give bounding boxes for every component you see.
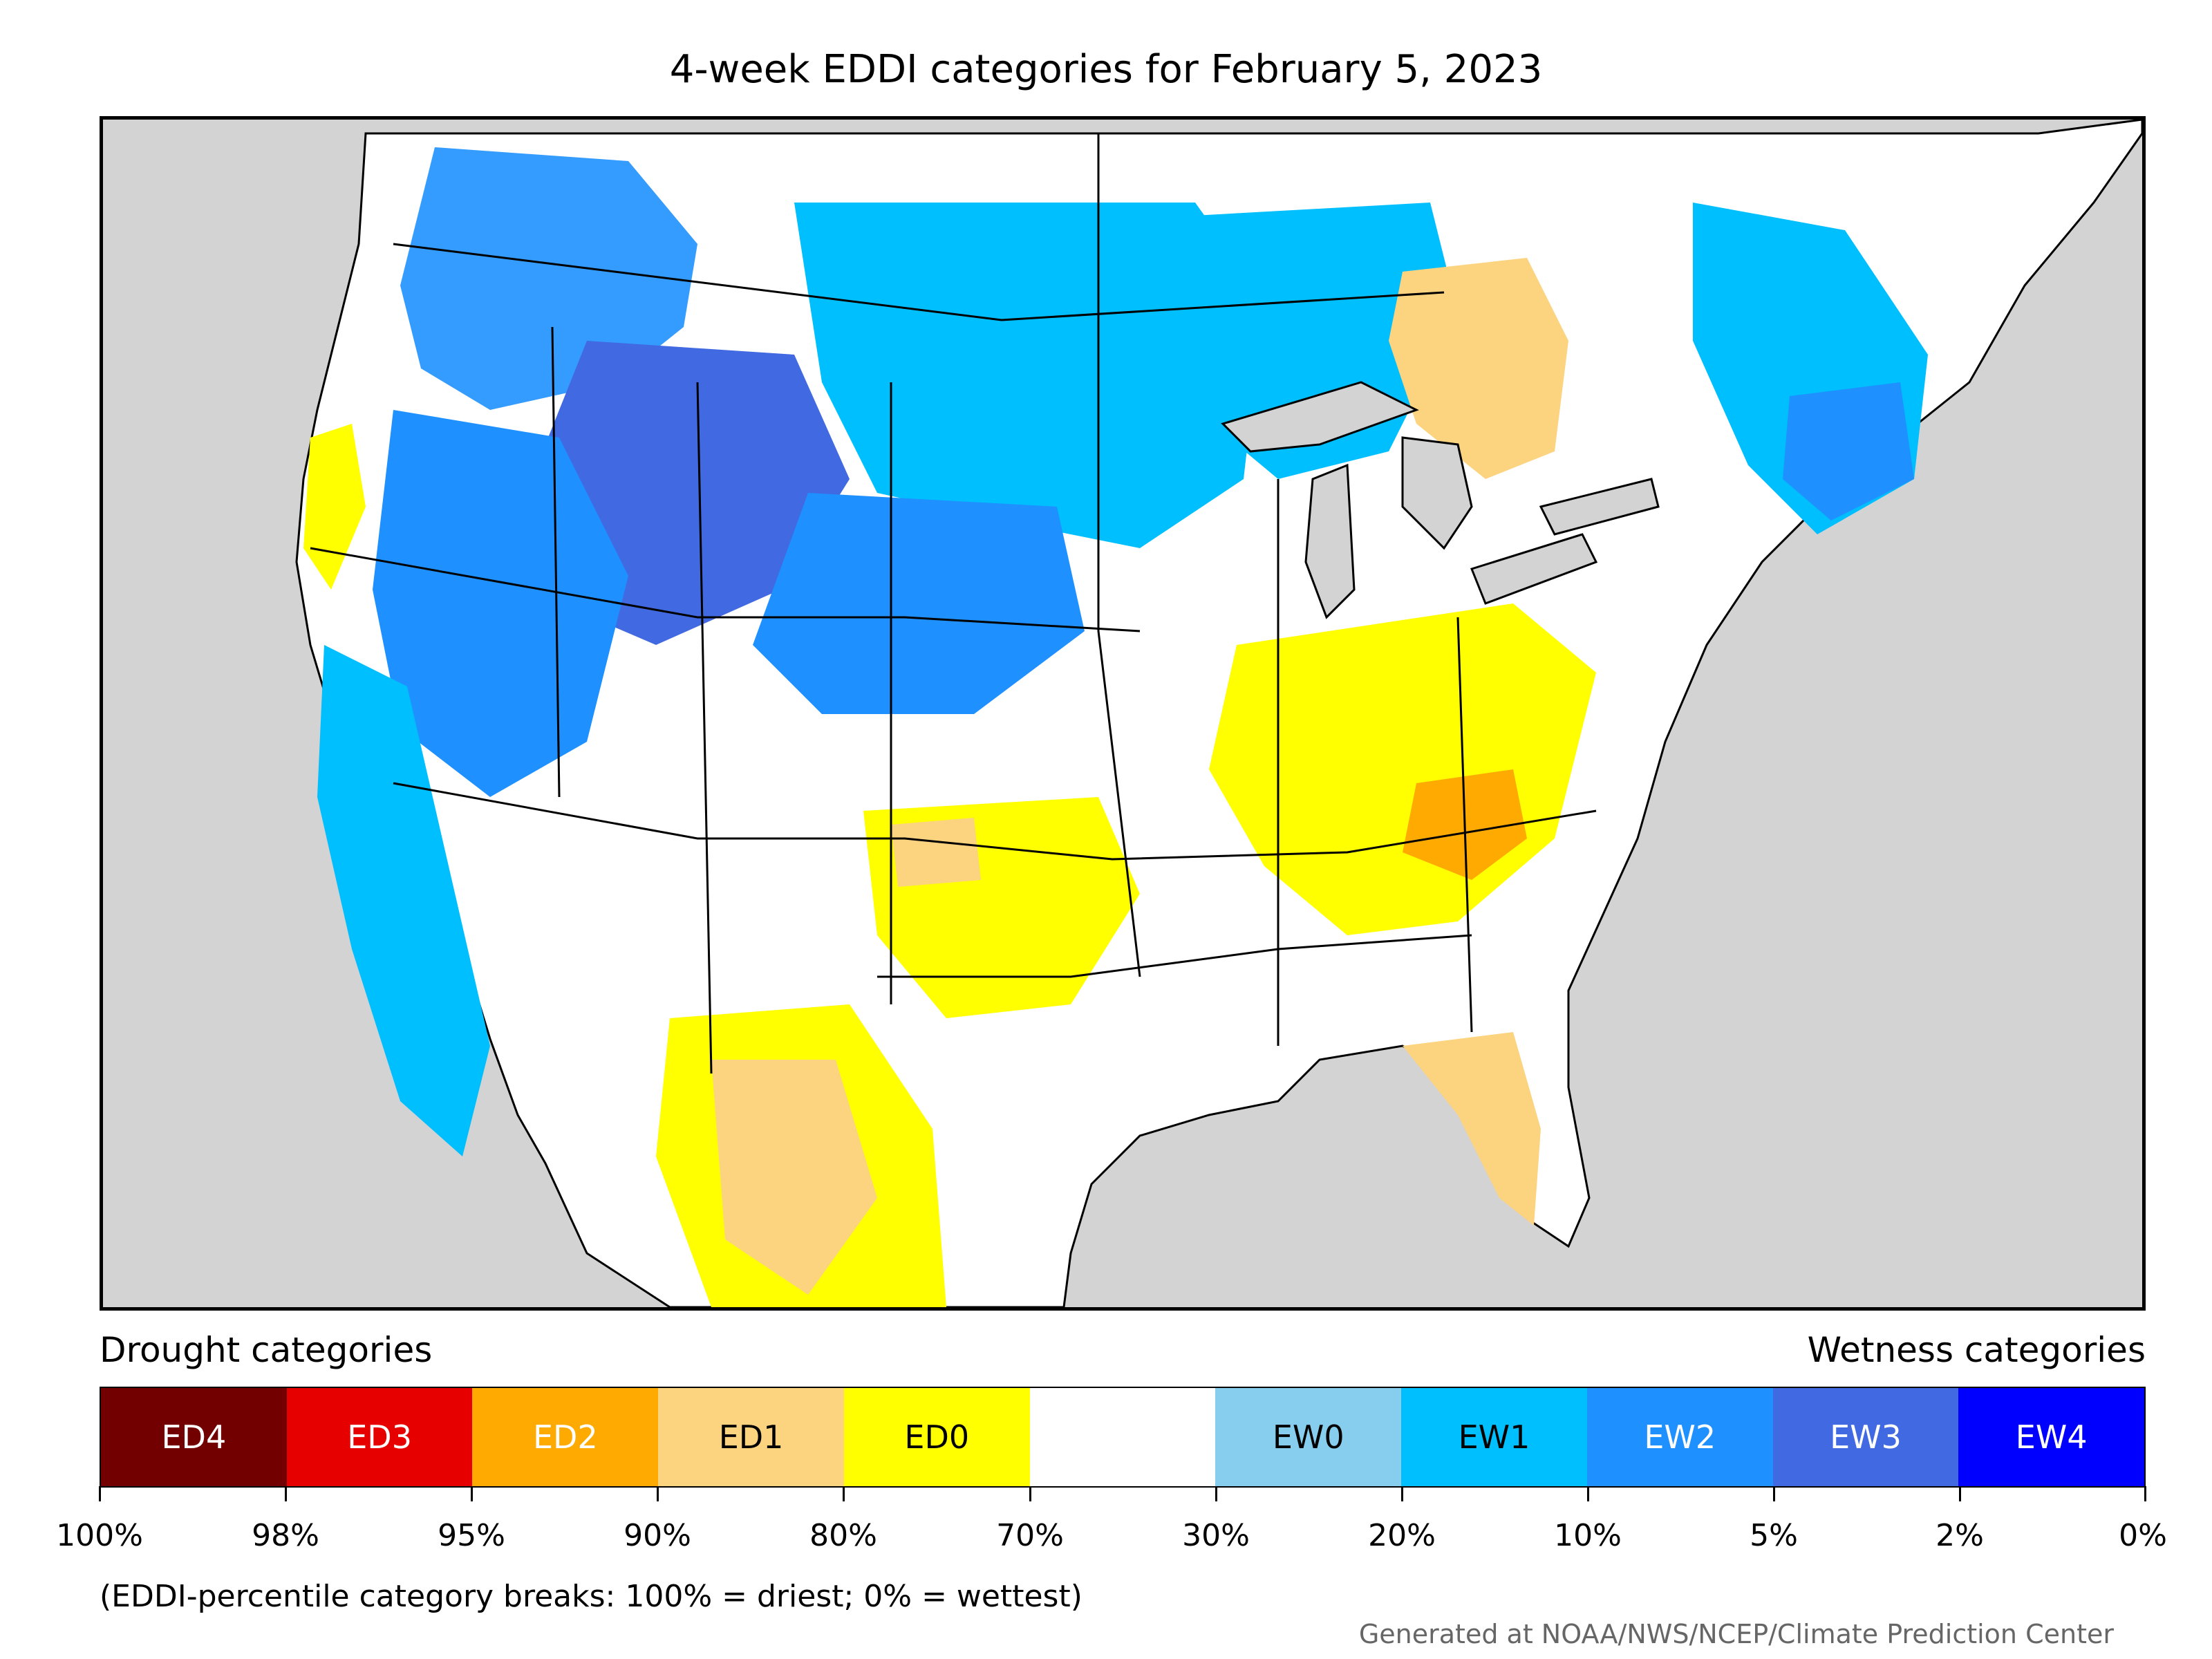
tick-label: 0% <box>2119 1518 2167 1553</box>
legend-cell-ew4: EW4 <box>1958 1388 2145 1486</box>
wetness-categories-label: Wetness categories <box>1807 1330 2146 1370</box>
great-lakes <box>1221 381 1660 619</box>
tick-mark <box>471 1486 473 1501</box>
legend-label-ed4: ED4 <box>161 1418 227 1456</box>
legend-cell-ed1: ED1 <box>658 1388 844 1486</box>
tick-mark <box>99 1486 101 1501</box>
tick-label: 20% <box>1368 1518 1436 1553</box>
tick-label: 10% <box>1554 1518 1622 1553</box>
colorbar-ticks <box>0 1486 2212 1514</box>
legend-label-ew1: EW1 <box>1458 1418 1530 1456</box>
tick-label: 80% <box>809 1518 877 1553</box>
legend-cell-ed3: ED3 <box>286 1388 473 1486</box>
eddi-map <box>100 116 2146 1311</box>
region-florida-dry <box>1403 1032 1541 1226</box>
region-mexico-dry-core <box>711 1060 877 1295</box>
tick-label: 90% <box>624 1518 691 1553</box>
tick-label: 5% <box>1750 1518 1798 1553</box>
tick-label: 70% <box>996 1518 1064 1553</box>
map-canvas <box>103 120 2142 1307</box>
legend-label-ed0: ED0 <box>904 1418 970 1456</box>
legend-label-ed1: ED1 <box>718 1418 784 1456</box>
map-title: 4-week EDDI categories for February 5, 2… <box>669 47 1543 92</box>
legend-label-ed3: ED3 <box>347 1418 412 1456</box>
tick-label: 95% <box>438 1518 505 1553</box>
tick-mark <box>285 1486 287 1501</box>
region-central-plains-wet <box>753 493 1085 714</box>
tick-mark <box>1959 1486 1961 1501</box>
region-ontario-dry <box>1389 258 1568 479</box>
credit-line: Generated at NOAA/NWS/NCEP/Climate Predi… <box>1358 1619 2114 1649</box>
legend-cell-ew0: EW0 <box>1215 1388 1402 1486</box>
category-colorbar: ED4 ED3 ED2 ED1 ED0 EW0 EW1 EW2 EW3 EW4 <box>100 1387 2146 1488</box>
legend-cell-ed4: ED4 <box>101 1388 287 1486</box>
tick-mark <box>1587 1486 1589 1501</box>
legend-cell-ew3: EW3 <box>1772 1388 1959 1486</box>
legend-cell-ed2: ED2 <box>472 1388 659 1486</box>
category-breaks-note: (EDDI-percentile category breaks: 100% =… <box>100 1579 1082 1614</box>
political-boundaries <box>310 133 1597 1074</box>
tick-mark <box>1029 1486 1031 1501</box>
legend-cell-ew1: EW1 <box>1401 1388 1587 1486</box>
tick-mark <box>843 1486 845 1501</box>
tick-mark <box>2144 1486 2146 1501</box>
tick-label: 100% <box>56 1518 143 1553</box>
tick-label: 2% <box>1936 1518 1984 1553</box>
tick-label: 98% <box>252 1518 319 1553</box>
tick-label: 30% <box>1182 1518 1250 1553</box>
legend-label-ew4: EW4 <box>2015 1418 2088 1456</box>
legend-cell-ew2: EW2 <box>1586 1388 1773 1486</box>
legend-cell-ed0: ED0 <box>843 1388 1030 1486</box>
tick-mark <box>1401 1486 1403 1501</box>
drought-categories-label: Drought categories <box>100 1330 433 1370</box>
region-oklahoma-dry-core <box>891 818 981 887</box>
tick-mark <box>1773 1486 1775 1501</box>
region-northeast-wet-core <box>1783 382 1914 521</box>
tick-mark <box>1215 1486 1217 1501</box>
region-great-basin-wet <box>373 410 628 797</box>
legend-label-ew2: EW2 <box>1644 1418 1716 1456</box>
legend-cell-neutral <box>1029 1388 1216 1486</box>
tick-mark <box>657 1486 659 1501</box>
legend-label-ed2: ED2 <box>532 1418 598 1456</box>
region-northern-plains-wet <box>794 203 1264 548</box>
region-oregon-coast-dry <box>303 424 366 590</box>
legend-label-ew0: EW0 <box>1272 1418 1344 1456</box>
region-california-wet <box>317 645 490 1156</box>
legend-label-ew3: EW3 <box>1830 1418 1902 1456</box>
